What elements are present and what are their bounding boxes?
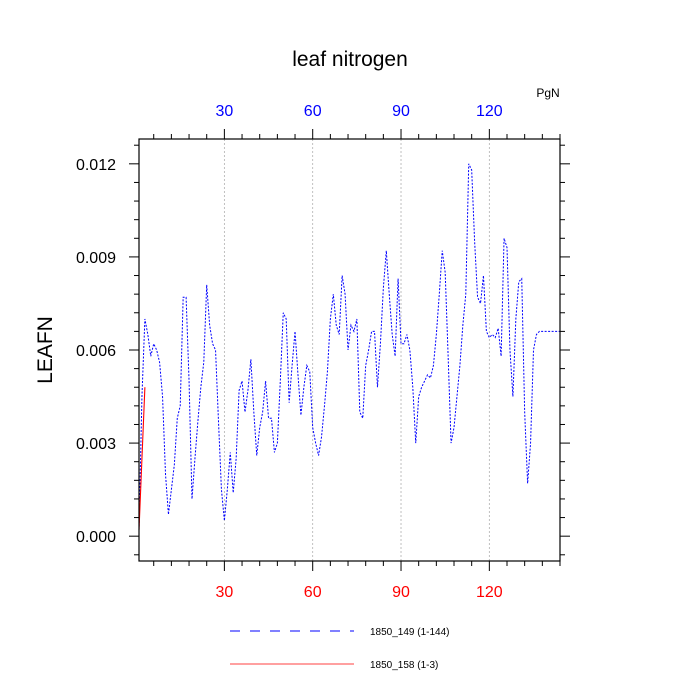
y-tick-label: 0.003 [76,436,116,453]
series-line-2 [138,387,146,530]
axis-ticks [129,129,570,571]
y-tick-label: 0.000 [76,529,116,546]
units-label: PgN [536,86,559,100]
x-tick-label-bottom: 30 [215,584,233,601]
x-tick-label-top: 60 [304,103,322,120]
plot-frame [138,138,561,562]
x-tick-label-top: 120 [476,103,503,120]
x-tick-label-top: 90 [392,103,410,120]
grid-lines [223,139,490,561]
y-tick-label: 0.006 [76,343,116,360]
plot-series [138,163,560,530]
x-tick-label-bottom: 120 [476,584,503,601]
legend: 1850_149 (1-144) 1850_158 (1-3) [230,627,450,671]
tick-labels: 30 30 60 60 90 90 120 120 0.000 0.003 0.006 0.009 0.… [76,103,503,601]
x-tick-label-bottom: 60 [304,584,322,601]
x-tick-label-bottom: 90 [392,584,410,601]
x-tick-label-top: 30 [215,103,233,120]
legend-label-1: 1850_149 (1-144) [370,627,450,638]
series-line-1 [138,163,560,530]
legend-label-2: 1850_158 (1-3) [370,660,438,671]
chart-title: leaf nitrogen [292,48,408,71]
y-tick-label: 0.012 [76,157,116,174]
y-axis-label: LEAFN [34,316,57,384]
y-tick-label: 0.009 [76,250,116,267]
